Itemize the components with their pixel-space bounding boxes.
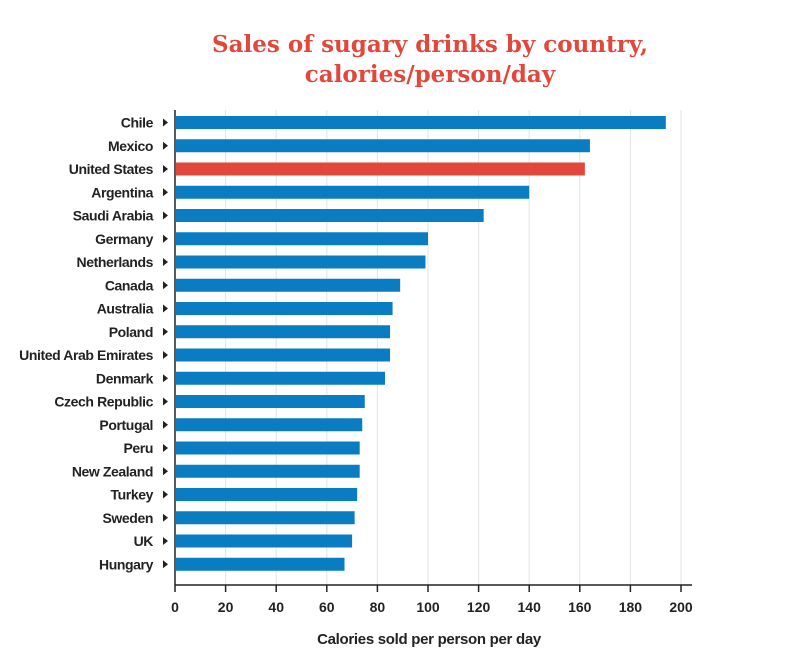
bar: [176, 302, 393, 315]
x-tick-label: 160: [568, 599, 592, 615]
category-label: Turkey: [111, 487, 154, 503]
triangle-marker-icon: [163, 420, 168, 429]
triangle-marker-icon: [163, 351, 168, 359]
triangle-marker-icon: [163, 537, 168, 545]
triangle-marker-icon: [163, 118, 168, 127]
triangle-marker-icon: [163, 374, 168, 383]
category-label: Australia: [97, 301, 154, 317]
category-label: Mexico: [108, 138, 153, 154]
category-label: Peru: [123, 440, 153, 456]
bar: [176, 418, 363, 432]
bar: [176, 511, 355, 525]
category-label: Poland: [109, 324, 153, 340]
chart-title: Sales of sugary drinks by country, calor…: [130, 30, 730, 90]
x-tick-label: 40: [268, 599, 284, 615]
bar: [176, 348, 391, 362]
bar: [176, 278, 401, 292]
bar: [176, 255, 426, 269]
triangle-marker-icon: [163, 234, 168, 243]
category-label: Chile: [121, 115, 154, 131]
triangle-marker-icon: [163, 188, 168, 197]
category-label: UK: [134, 533, 154, 549]
x-tick-label: 180: [619, 599, 643, 615]
triangle-marker-icon: [163, 141, 168, 150]
triangle-marker-icon: [163, 513, 168, 522]
triangle-marker-icon: [163, 397, 168, 406]
x-tick-label: 0: [171, 599, 179, 615]
x-tick-label: 100: [416, 599, 440, 615]
bar: [176, 488, 358, 501]
category-label: United States: [69, 161, 154, 177]
category-label: Hungary: [99, 556, 154, 572]
category-label: Netherlands: [76, 254, 153, 270]
bar: [176, 116, 666, 129]
category-label: Germany: [95, 231, 154, 247]
category-label: Czech Republic: [54, 394, 153, 410]
bar: [176, 185, 530, 199]
triangle-marker-icon: [163, 211, 168, 220]
bar: [176, 162, 585, 176]
triangle-marker-icon: [163, 304, 168, 313]
triangle-marker-icon: [163, 490, 168, 499]
x-tick-label: 200: [669, 599, 693, 615]
bar: [176, 139, 590, 153]
bar: [176, 232, 428, 246]
category-label: Argentina: [91, 184, 153, 200]
triangle-marker-icon: [163, 281, 168, 290]
bar: [176, 371, 385, 385]
x-axis-label: Calories sold per person per day: [317, 631, 542, 648]
bar: [176, 557, 345, 571]
x-tick-label: 120: [467, 599, 491, 615]
triangle-marker-icon: [163, 327, 168, 336]
triangle-marker-icon: [163, 560, 168, 569]
bar: [176, 441, 360, 455]
category-label: Denmark: [96, 370, 154, 386]
triangle-marker-icon: [163, 165, 168, 173]
category-label: Sweden: [102, 510, 153, 526]
category-label: Portugal: [99, 417, 153, 433]
bar: [176, 464, 360, 478]
triangle-marker-icon: [163, 258, 168, 266]
x-tick-label: 20: [218, 599, 234, 615]
title-line-1: Sales of sugary drinks by country,: [212, 31, 648, 58]
bar: [176, 534, 353, 548]
triangle-marker-icon: [163, 444, 168, 452]
bar: [176, 395, 365, 408]
triangle-marker-icon: [163, 467, 168, 476]
category-label: Saudi Arabia: [73, 208, 154, 224]
category-label: New Zealand: [72, 463, 153, 479]
bar: [176, 209, 484, 222]
x-tick-label: 60: [319, 599, 335, 615]
bar: [176, 325, 391, 339]
x-tick-label: 80: [370, 599, 386, 615]
category-label: Canada: [105, 277, 154, 293]
x-tick-label: 140: [518, 599, 542, 615]
category-label: United Arab Emirates: [19, 347, 153, 363]
title-line-2: calories/person/day: [304, 61, 556, 88]
